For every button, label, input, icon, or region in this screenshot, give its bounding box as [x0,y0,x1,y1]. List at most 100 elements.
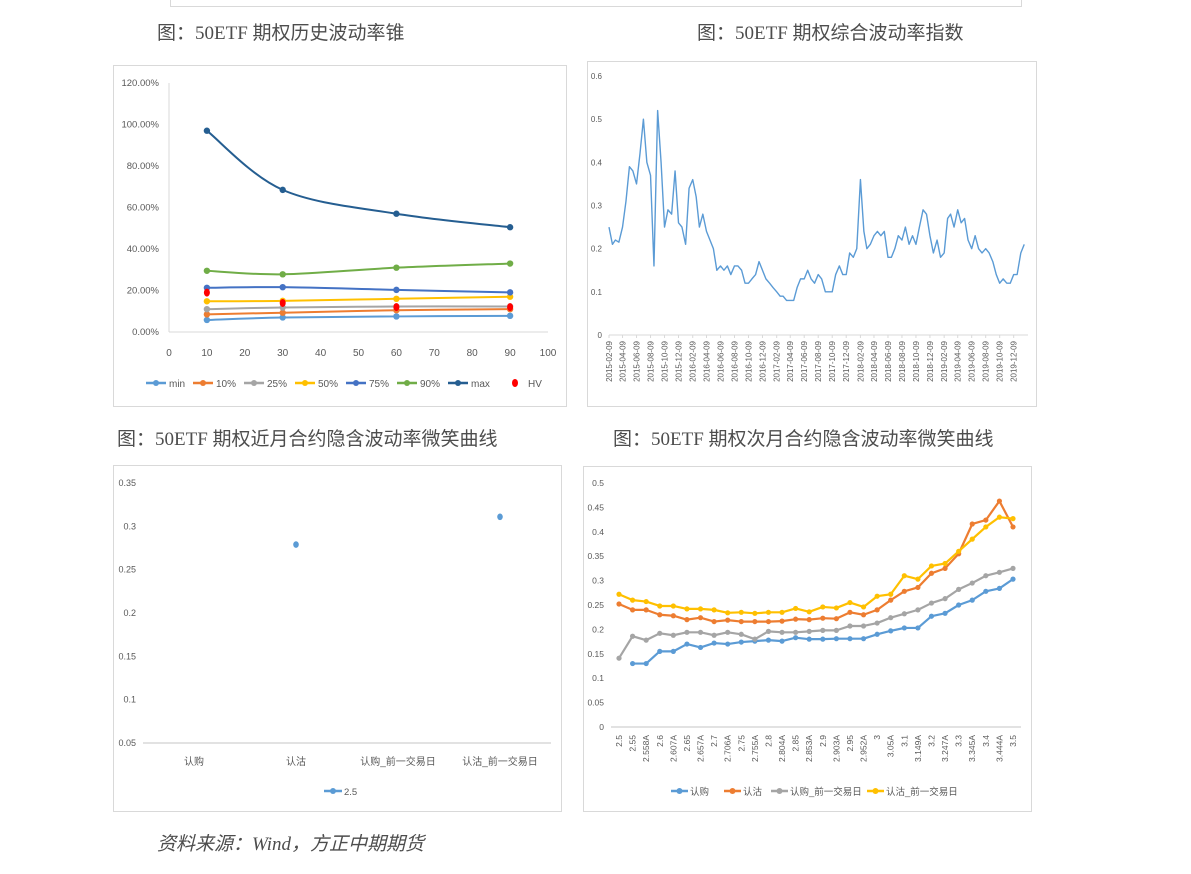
x-tick-label: 3.5 [1008,735,1018,747]
data-point-认购 [820,636,826,642]
data-point-认购 [793,635,799,641]
x-tick-label: 3.345A [967,735,977,762]
x-tick-label: 2.65 [682,735,692,752]
x-tick-label: 2019-06-09 [968,340,977,381]
y-tick-label: 0.25 [587,600,604,610]
data-point-认沽_前一交易日 [888,591,894,597]
data-point-认购 [806,636,812,642]
data-point-认购 [942,610,948,616]
series-line-10% [206,308,511,316]
y-tick-label: 120.00% [121,78,159,89]
x-tick-label: 2015-08-09 [647,340,656,381]
data-point-认沽 [915,584,921,591]
data-point-50% [203,298,211,305]
data-point-认沽 [888,597,894,603]
x-tick-label: 30 [277,348,289,359]
data-point-认购 [956,602,962,608]
x-tick-label: 90 [505,348,517,359]
data-point-认沽 [629,607,636,613]
x-tick-label: 2018-10-09 [912,340,921,381]
data-point-min [506,312,514,320]
x-tick-label: 2019-08-09 [982,340,991,381]
data-point-认沽_前一交易日 [738,609,744,615]
data-point-认沽_前一交易日 [901,573,907,579]
data-point-认沽_前一交易日 [779,609,785,615]
data-point-认购 [833,636,839,642]
y-tick-label: 0.35 [118,478,136,488]
y-tick-label: 0.2 [591,245,603,254]
x-tick-label: 2.706A [723,735,733,762]
series-line-vol-index [608,109,1025,302]
x-tick-label: 0 [166,348,172,359]
data-point-认购_前一交易日 [752,636,758,642]
y-tick-label: 80.00% [127,161,160,172]
x-tick-label: 2016-08-09 [730,340,739,381]
data-point-认购_前一交易日 [901,611,907,617]
y-tick-label: 100.00% [121,120,159,131]
data-point-认沽_前一交易日 [657,603,663,609]
x-tick-label: 2.755A [750,735,760,762]
data-point-认购 [847,636,853,642]
data-point-认购_前一交易日 [874,620,880,626]
data-point-认沽 [793,616,799,622]
x-tick-label: 2.75 [736,735,746,752]
y-tick-label: 0.3 [591,202,603,211]
data-point-认沽_前一交易日 [833,605,839,611]
figure-title-hv-cone: 图：50ETF 期权历史波动率锥 [157,23,405,44]
data-point-认购 [711,640,717,646]
data-point-认沽 [684,617,690,623]
data-point-认沽_前一交易日 [711,607,717,613]
data-point-HV [393,303,400,312]
x-tick-label: 2.6 [655,735,665,747]
data-point-认购_前一交易日 [956,586,962,592]
data-point-认购 [874,631,880,637]
x-tick-label: 2.853A [804,735,814,762]
previous-figure-frame [170,0,1022,7]
data-point-认购 [643,660,649,667]
x-tick-label: 2.95 [845,735,855,752]
data-point-认购 [983,588,989,594]
y-tick-label: 0.15 [587,649,604,659]
data-point-认沽_前一交易日 [874,593,880,599]
data-point-认沽_前一交易日 [793,605,799,612]
data-point-认沽_前一交易日 [820,604,826,610]
data-point-认沽_前一交易日 [983,524,989,530]
y-tick-label: 0.05 [118,738,136,748]
y-tick-label: 40.00% [127,244,160,255]
legend-marker [251,380,257,386]
data-point-认购 [765,637,772,643]
y-tick-label: 0.25 [118,565,136,575]
data-point-认购 [725,641,731,647]
data-point-认购 [888,628,894,634]
data-point-认沽_前一交易日 [969,536,975,542]
data-point-认购_前一交易日 [779,629,785,635]
data-point-认沽_前一交易日 [629,597,636,603]
data-point-认购 [657,648,663,654]
y-tick-label: 0.3 [123,521,136,531]
x-tick-label: 100 [540,348,557,359]
data-point-min [203,316,211,324]
y-tick-label: 0.1 [592,673,604,683]
x-tick-label: 3.247A [940,735,950,762]
data-point-认购_前一交易日 [820,627,826,633]
x-tick-label: 2.903A [831,735,841,762]
y-tick-label: 0.05 [587,698,604,708]
x-tick-label: 40 [315,348,327,359]
data-point-HV [279,298,286,307]
data-point-认购_前一交易日 [725,629,731,635]
x-tick-label: 3.1 [899,735,909,747]
data-point-认沽_前一交易日 [915,576,921,582]
data-point-认沽 [820,615,826,621]
x-tick-label: 认购_前一交易日 [360,755,436,768]
chart-near-month-smile: 0.05 0.1 0.15 0.2 0.25 0.3 0.35 认购 认沽 认购_前一交易日 认沽_… [113,465,562,812]
data-point-认购 [928,613,935,619]
data-point-认购_前一交易日 [860,623,867,629]
x-tick-label: 2015-10-09 [661,340,670,381]
x-tick-label: 2.9 [818,735,828,747]
data-point-认购 [684,641,690,647]
x-tick-label: 2.55 [628,735,638,752]
y-tick-label: 0.1 [123,695,136,705]
legend-marker [512,379,518,387]
x-tick-label: 3.444A [994,735,1004,762]
series-line-max [206,129,511,229]
